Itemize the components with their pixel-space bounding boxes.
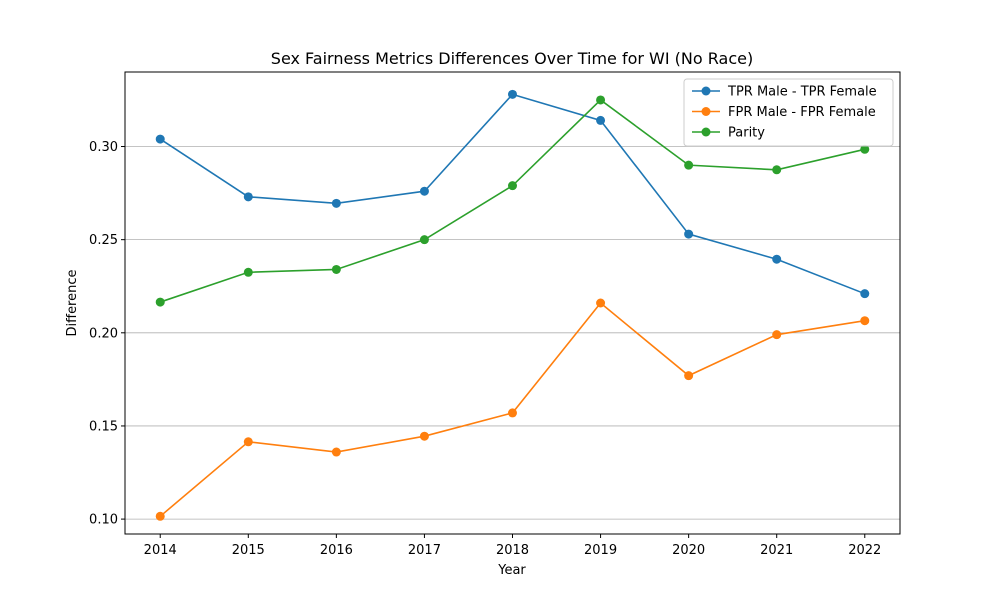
legend-item: TPR Male - TPR Female <box>692 85 877 100</box>
x-axis-label: Year <box>497 563 526 578</box>
legend-marker <box>701 107 711 116</box>
series-3 <box>155 95 870 307</box>
legend-box <box>683 78 894 147</box>
data-point <box>331 198 341 208</box>
data-point <box>243 267 253 277</box>
legend-item: FPR Male - FPR Female <box>692 105 876 120</box>
data-point <box>772 254 782 264</box>
series-layer <box>155 89 870 521</box>
x-axis: 2014 2015 2016 2017 2018 2019 2020 2021 2022 <box>144 534 881 558</box>
legend-marker <box>701 127 711 137</box>
data-point <box>772 165 782 175</box>
y-tick-label: 0.10 <box>89 513 118 528</box>
data-point <box>331 447 341 457</box>
legend-item: Parity <box>692 126 765 141</box>
x-tick-label: 2015 <box>232 543 265 558</box>
legend-label: TPR Male - TPR Female <box>727 85 877 100</box>
x-tick-label: 2016 <box>320 543 353 558</box>
series-2 <box>155 298 870 521</box>
x-tick-label: 2020 <box>672 543 705 558</box>
series-1 <box>155 89 870 299</box>
grid-lines <box>125 146 900 520</box>
y-axis: 0.10 0.15 0.20 0.25 0.30 <box>89 140 125 528</box>
data-point <box>155 297 165 307</box>
x-tick-label: 2014 <box>144 543 177 558</box>
data-point <box>772 330 782 340</box>
data-point <box>508 89 517 99</box>
y-tick-label: 0.30 <box>89 140 118 155</box>
chart-title: Sex Fairness Metrics Differences Over Ti… <box>271 49 753 68</box>
legend-label: Parity <box>728 126 765 141</box>
x-tick-label: 2017 <box>408 543 441 558</box>
data-point <box>243 437 253 447</box>
data-point <box>596 95 606 105</box>
data-point <box>243 192 253 202</box>
data-point <box>596 298 606 308</box>
data-point <box>860 289 870 299</box>
data-point <box>155 134 165 144</box>
legend-marker <box>701 86 711 96</box>
y-axis-label: Difference <box>65 269 80 336</box>
data-point <box>331 264 341 274</box>
legend: TPR Male - TPR Female FPR Male - FPR Fema… <box>683 78 894 147</box>
data-point <box>860 144 870 154</box>
x-tick-label: 2022 <box>848 543 881 558</box>
y-tick-label: 0.25 <box>89 233 118 248</box>
legend-label: FPR Male - FPR Female <box>728 105 876 120</box>
data-point <box>419 186 429 196</box>
y-tick-label: 0.15 <box>89 419 118 434</box>
data-point <box>596 115 606 125</box>
data-point <box>419 431 429 441</box>
data-point <box>684 371 694 381</box>
data-point <box>684 229 694 239</box>
y-tick-label: 0.20 <box>89 326 118 341</box>
x-tick-label: 2018 <box>496 543 529 558</box>
x-tick-label: 2021 <box>760 543 793 558</box>
x-tick-label: 2019 <box>584 543 617 558</box>
data-point <box>419 235 429 245</box>
data-point <box>684 160 694 170</box>
data-point <box>508 181 517 191</box>
data-point <box>155 511 165 521</box>
data-point <box>860 316 870 326</box>
data-point <box>508 408 517 418</box>
